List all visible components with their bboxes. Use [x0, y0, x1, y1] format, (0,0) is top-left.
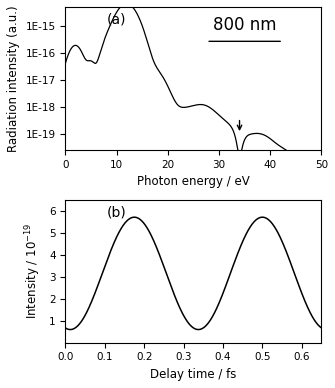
Text: (b): (b) [107, 205, 126, 219]
Text: 800 nm: 800 nm [213, 16, 276, 33]
Text: (a): (a) [107, 13, 126, 27]
Y-axis label: Radiation intensity (a.u.): Radiation intensity (a.u.) [7, 5, 20, 152]
X-axis label: Delay time / fs: Delay time / fs [150, 368, 237, 381]
Y-axis label: Intensity / $10^{-19}$: Intensity / $10^{-19}$ [24, 223, 44, 319]
X-axis label: Photon energy / eV: Photon energy / eV [137, 175, 250, 189]
